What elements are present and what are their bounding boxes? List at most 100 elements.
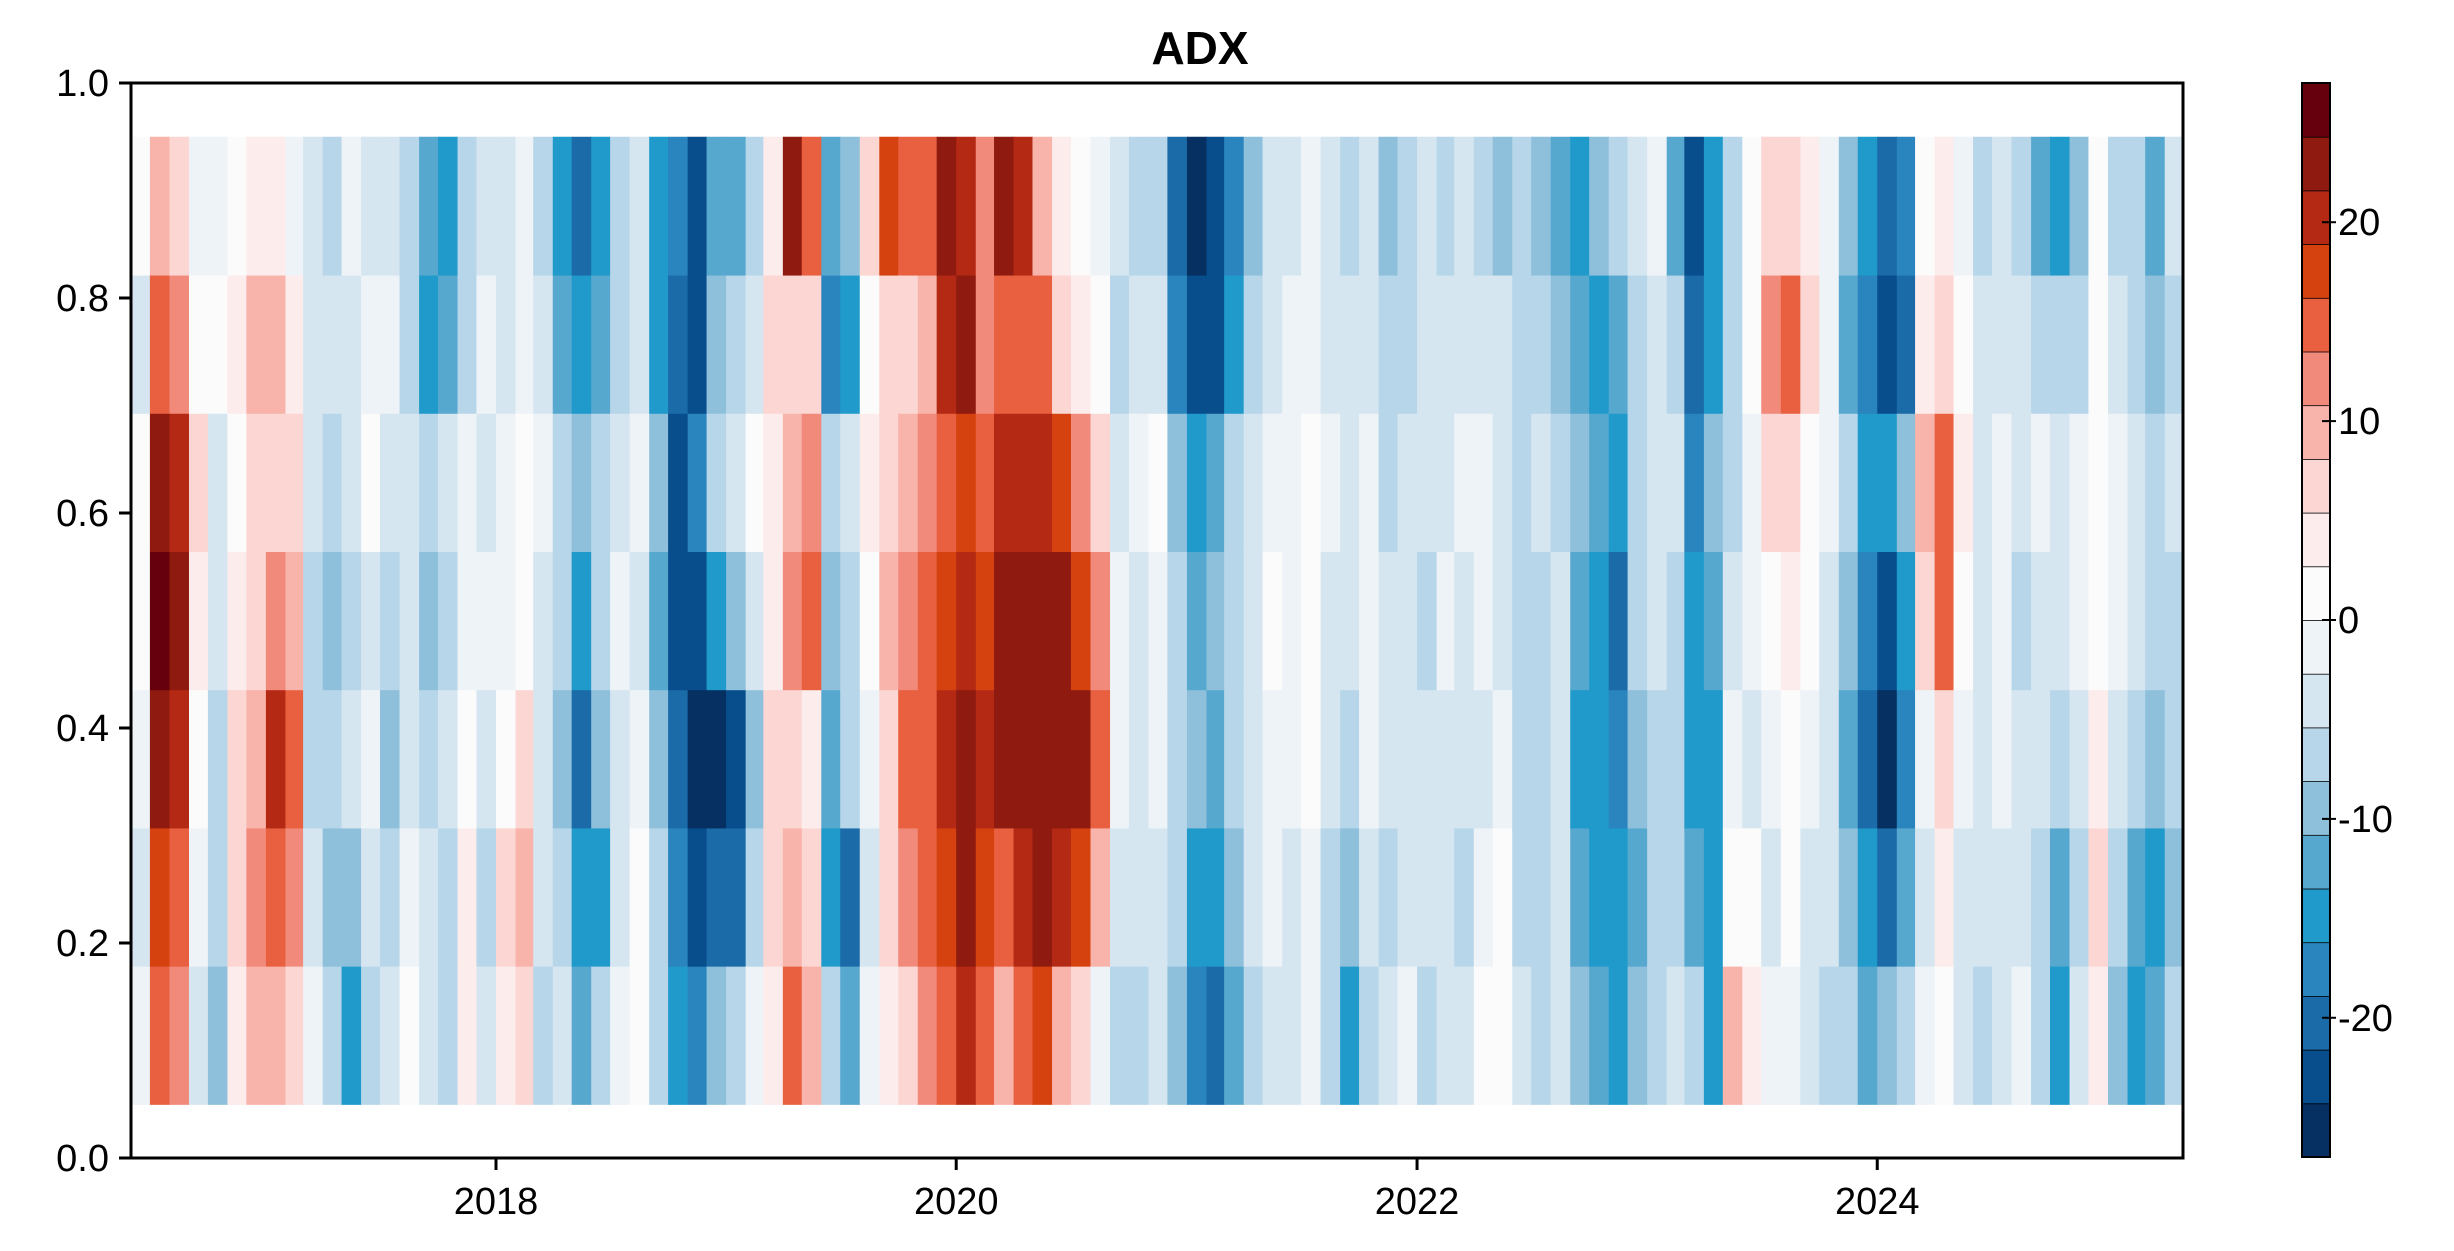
heatmap-cell <box>629 413 650 552</box>
colorbar-swatch <box>2301 727 2331 783</box>
heatmap-cell <box>956 966 977 1105</box>
heatmap-cell <box>1627 827 1648 967</box>
heatmap-cell <box>1684 413 1705 552</box>
heatmap-cell <box>285 136 304 276</box>
heatmap-cell <box>726 551 747 691</box>
y-tick-label: 0.8 <box>56 278 109 320</box>
heatmap-cell <box>1436 551 1455 691</box>
heatmap-cell <box>917 966 938 1105</box>
heatmap-cell <box>2088 827 2109 967</box>
heatmap-cell <box>610 827 631 967</box>
heatmap-cell <box>1052 827 1072 967</box>
heatmap-cell <box>533 966 554 1105</box>
heatmap-cell <box>419 551 439 691</box>
heatmap-cell <box>1492 689 1513 829</box>
heatmap-cell <box>149 274 171 414</box>
heatmap-cell <box>1397 413 1418 552</box>
heatmap-cell <box>341 966 362 1105</box>
heatmap-cell <box>1800 827 1820 967</box>
colorbar-tick-label: -10 <box>2338 799 2393 841</box>
heatmap-cell <box>1110 827 1130 967</box>
heatmap-cell <box>246 689 267 829</box>
heatmap-cell <box>2164 413 2184 552</box>
heatmap-cell <box>227 136 247 276</box>
heatmap-cell <box>1473 413 1494 552</box>
heatmap-cell <box>533 689 554 829</box>
heatmap-cell <box>571 827 592 967</box>
heatmap-cell <box>1378 689 1399 829</box>
heatmap-cell <box>1186 551 1208 691</box>
heatmap-cell <box>1722 413 1743 552</box>
heatmap-cell <box>1857 136 1878 276</box>
heatmap-cell <box>515 689 534 829</box>
heatmap-cell <box>2127 413 2146 552</box>
heatmap-cell <box>2011 966 2032 1105</box>
heatmap-cell <box>763 274 784 414</box>
heatmap-cell <box>1896 689 1916 829</box>
heatmap-cell <box>1991 413 2013 552</box>
heatmap-cell <box>1647 689 1668 829</box>
heatmap-cell <box>1608 274 1629 414</box>
heatmap-cell <box>131 966 151 1105</box>
heatmap-cell <box>1819 551 1840 691</box>
heatmap-cell <box>1666 413 1685 552</box>
heatmap-cell <box>975 827 995 967</box>
heatmap-cell <box>1013 827 1034 967</box>
heatmap-cell <box>2164 136 2184 276</box>
heatmap-cell <box>322 689 343 829</box>
heatmap-cell <box>975 966 995 1105</box>
heatmap-cell <box>1243 551 1264 691</box>
heatmap-cell <box>1186 274 1208 414</box>
heatmap-cell <box>821 827 841 967</box>
heatmap-cell <box>668 136 689 276</box>
heatmap-cell <box>131 274 151 414</box>
heatmap-cell <box>629 827 650 967</box>
heatmap-cell <box>1531 827 1552 967</box>
heatmap-cell <box>2011 827 2032 967</box>
heatmap-cell <box>898 413 919 552</box>
heatmap-cell <box>840 136 861 276</box>
heatmap-cell <box>1819 413 1840 552</box>
heatmap-cell <box>1991 551 2013 691</box>
heatmap-cell <box>1780 551 1801 691</box>
heatmap-cell <box>265 966 287 1105</box>
heatmap-cell <box>2049 413 2071 552</box>
heatmap-cell <box>149 136 171 276</box>
heatmap-cell <box>591 413 611 552</box>
heatmap-cell <box>285 551 304 691</box>
heatmap-cell <box>246 551 267 691</box>
heatmap-cell <box>1627 274 1648 414</box>
heatmap-cell <box>1761 827 1782 967</box>
heatmap-cell <box>1167 274 1188 414</box>
heatmap-cell <box>801 274 822 414</box>
heatmap-cell <box>1627 966 1648 1105</box>
heatmap-cell <box>1877 274 1898 414</box>
heatmap-cell <box>2049 689 2071 829</box>
heatmap-cell <box>1397 689 1418 829</box>
heatmap-cell <box>936 551 957 691</box>
heatmap-cell <box>496 551 517 691</box>
heatmap-cell <box>782 966 803 1105</box>
heatmap-cell <box>956 413 977 552</box>
heatmap-cell <box>1378 827 1399 967</box>
heatmap-cell <box>706 689 727 829</box>
heatmap-cell <box>189 136 209 276</box>
heatmap-cell <box>726 966 747 1105</box>
heatmap-cell <box>1780 413 1801 552</box>
heatmap-cell <box>438 966 459 1105</box>
heatmap-cell <box>879 136 899 276</box>
heatmap-cell <box>726 274 747 414</box>
heatmap-cell <box>1052 551 1072 691</box>
heatmap-cell <box>936 966 957 1105</box>
heatmap-cell <box>936 689 957 829</box>
heatmap-cell <box>1186 136 1208 276</box>
heatmap-cell <box>1608 689 1629 829</box>
heatmap-cell <box>1492 827 1513 967</box>
heatmap-cell <box>207 274 229 414</box>
heatmap-cell <box>1032 274 1053 414</box>
heatmap-cell <box>687 413 708 552</box>
heatmap-cell <box>1838 966 1859 1105</box>
heatmap-cell <box>898 551 919 691</box>
heatmap-cell <box>1340 551 1360 691</box>
heatmap-cell <box>1780 827 1801 967</box>
